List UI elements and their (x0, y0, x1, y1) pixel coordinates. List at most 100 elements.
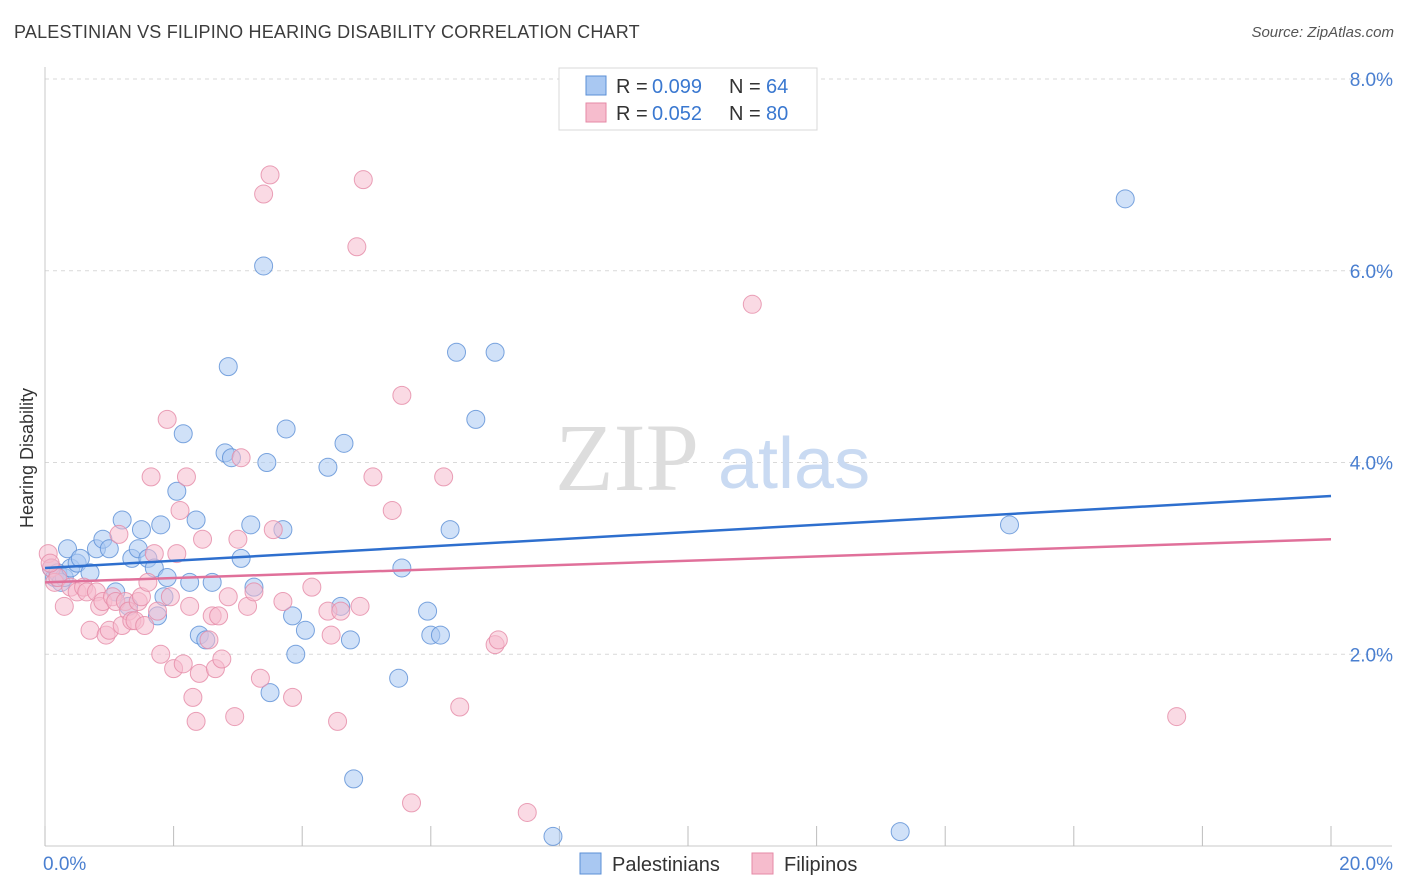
trend-line-palestinians (44, 494, 1332, 570)
data-point-palestinians (241, 515, 261, 535)
data-point-filipinos (382, 500, 402, 520)
data-point-palestinians (167, 481, 187, 501)
data-point-palestinians (890, 822, 910, 842)
data-point-palestinians (466, 409, 486, 429)
data-point-filipinos (283, 687, 303, 707)
data-point-filipinos (273, 592, 293, 612)
data-point-palestinians (344, 769, 364, 789)
series-palestinians (41, 189, 1135, 846)
data-point-filipinos (209, 606, 229, 626)
data-point-filipinos (40, 553, 60, 573)
data-point-filipinos (260, 165, 280, 185)
data-point-palestinians (131, 520, 151, 540)
data-point-palestinians (58, 539, 78, 559)
data-point-filipinos (450, 697, 470, 717)
legend: R = 0.099 N = 64 R = 0.052 N = 80 (558, 67, 818, 131)
data-point-filipinos (189, 663, 209, 683)
x-tick-label: 0.0% (43, 854, 86, 875)
data-point-filipinos (54, 596, 74, 616)
data-point-filipinos (517, 802, 537, 822)
data-point-filipinos (160, 587, 180, 607)
data-point-palestinians (334, 433, 354, 453)
data-point-palestinians (485, 342, 505, 362)
data-point-palestinians (418, 601, 438, 621)
data-point-palestinians (254, 256, 274, 276)
watermark-atlas: atlas (718, 424, 870, 504)
data-point-filipinos (109, 524, 129, 544)
data-point-palestinians (1000, 515, 1019, 535)
bottom-legend-swatch-filipinos (751, 852, 774, 875)
data-point-palestinians (447, 342, 467, 362)
data-point-filipinos (135, 615, 155, 635)
data-point-filipinos (321, 625, 341, 645)
data-point-filipinos (350, 596, 370, 616)
data-point-palestinians (430, 625, 450, 645)
data-point-palestinians (392, 558, 412, 578)
legend-r-label-2: R = (616, 103, 648, 125)
data-point-filipinos (170, 500, 190, 520)
data-point-filipinos (225, 707, 245, 727)
data-point-filipinos (263, 520, 283, 540)
data-point-filipinos (157, 409, 177, 429)
data-point-filipinos (231, 448, 251, 468)
legend-r-value-1: 0.099 (652, 76, 702, 98)
legend-r-label-1: R = (616, 76, 648, 98)
data-point-palestinians (295, 620, 315, 640)
legend-r-value-2: 0.052 (652, 103, 702, 125)
data-point-palestinians (276, 419, 296, 439)
bottom-legend-swatch-palestinians (579, 852, 602, 875)
data-point-palestinians (283, 606, 303, 626)
data-point-palestinians (151, 515, 171, 535)
data-point-palestinians (1115, 189, 1135, 209)
source-label: Source: ZipAtlas.com (1251, 24, 1394, 41)
legend-swatch-filipinos (585, 102, 607, 123)
y-tick-label: 8.0% (1350, 70, 1393, 91)
data-point-filipinos (138, 572, 158, 592)
data-point-filipinos (167, 544, 187, 564)
legend-n-label-2: N = (729, 103, 761, 125)
data-point-filipinos (250, 668, 270, 688)
data-point-filipinos (331, 601, 351, 621)
y-tick-labels: 2.0% 4.0% 6.0% 8.0% (1350, 70, 1393, 666)
data-point-palestinians (260, 683, 280, 703)
chart-title: PALESTINIAN VS FILIPINO HEARING DISABILI… (14, 22, 640, 42)
data-point-palestinians (99, 539, 119, 559)
data-point-filipinos (180, 596, 200, 616)
legend-swatch-palestinians (585, 75, 607, 96)
data-point-palestinians (173, 424, 193, 444)
data-point-palestinians (70, 548, 90, 568)
legend-n-value-2: 80 (766, 103, 788, 125)
x-tick-label: 20.0% (1339, 854, 1393, 875)
data-point-filipinos (434, 467, 454, 487)
data-point-palestinians (257, 453, 277, 472)
data-point-filipinos (80, 620, 100, 640)
legend-n-value-1: 64 (766, 76, 788, 98)
data-point-filipinos (176, 467, 196, 487)
data-point-palestinians (218, 357, 238, 377)
data-point-filipinos (1167, 707, 1187, 727)
trend-line-filipinos (44, 537, 1332, 584)
y-tick-label: 6.0% (1350, 262, 1393, 283)
trend-lines (44, 494, 1332, 584)
data-point-palestinians (440, 520, 460, 540)
data-point-filipinos (212, 649, 232, 669)
legend-n-label-1: N = (729, 76, 761, 98)
data-point-filipinos (144, 544, 164, 564)
data-point-filipinos (363, 467, 383, 487)
data-point-filipinos (183, 687, 203, 707)
x-tick-labels: 0.0% 20.0% (43, 854, 1393, 875)
bottom-legend-label-filipinos: Filipinos (784, 854, 857, 876)
data-point-palestinians (186, 510, 206, 530)
data-point-palestinians (389, 668, 409, 688)
data-point-filipinos (302, 577, 322, 597)
data-point-filipinos (353, 170, 373, 190)
data-point-filipinos (218, 587, 238, 607)
data-point-palestinians (286, 644, 306, 664)
watermark-zip: ZIP (555, 404, 699, 511)
data-point-filipinos (328, 711, 348, 731)
data-point-filipinos (488, 630, 508, 650)
y-axis-label: Hearing Disability (17, 388, 37, 528)
data-point-palestinians (543, 826, 563, 846)
data-point-filipinos (244, 582, 264, 602)
data-point-filipinos (186, 711, 206, 731)
